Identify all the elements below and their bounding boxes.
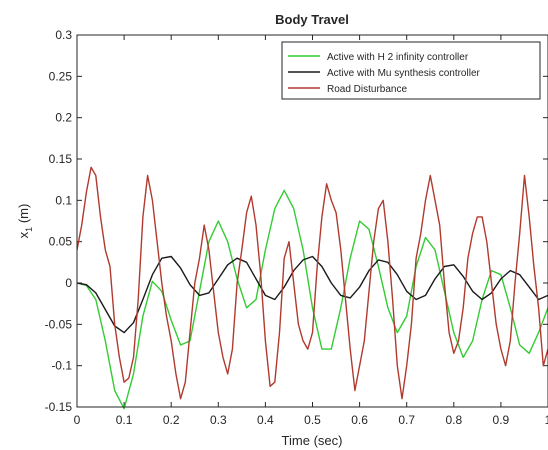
y-tick-label: -0.1 xyxy=(51,359,72,373)
x-tick-label: 0.5 xyxy=(304,413,321,427)
series-line-3 xyxy=(76,166,548,400)
x-axis-label: Time (sec) xyxy=(282,433,343,448)
plot-frame xyxy=(76,34,548,408)
x-tick-label: 0.3 xyxy=(210,413,227,427)
y-axis-label: x1 (m) xyxy=(16,204,34,239)
x-tick-label: 1 xyxy=(545,413,548,427)
x-tick-label: 0.4 xyxy=(257,413,274,427)
x-tick-label: 0 xyxy=(74,413,81,427)
legend-box xyxy=(281,41,541,100)
x-tick-label: 0.1 xyxy=(116,413,133,427)
legend: Active with H 2 infinity controller Activ… xyxy=(281,41,541,100)
series-line-2 xyxy=(76,255,548,334)
y-axis-label-subscript: 1 xyxy=(24,227,34,232)
series-lines xyxy=(76,166,548,410)
x-tick-label: 0.9 xyxy=(493,413,510,427)
x-tick-label: 0.8 xyxy=(445,413,462,427)
y-tick-label: 0.15 xyxy=(49,152,73,166)
y-axis: -0.15 -0.1 -0.05 0 0.05 0.1 0.15 0.2 0.25 0.3 xyxy=(45,28,548,414)
legend-entry: Active with H 2 infinity controller xyxy=(327,52,469,63)
x-tick-label: 0.6 xyxy=(351,413,368,427)
y-axis-label-symbol: x xyxy=(16,231,31,238)
legend-entry: Road Disturbance xyxy=(327,84,407,95)
y-tick-label: 0.2 xyxy=(55,111,72,125)
y-tick-label: 0.25 xyxy=(49,69,73,83)
y-tick-label: 0 xyxy=(65,276,72,290)
y-tick-label: 0.05 xyxy=(49,235,73,249)
x-axis: 0 0.1 0.2 0.3 0.4 0.5 0.6 0.7 0.8 0.9 1 xyxy=(74,35,548,427)
y-tick-label: -0.05 xyxy=(45,317,73,331)
y-tick-label: 0.1 xyxy=(55,193,72,207)
y-tick-label: 0.3 xyxy=(55,28,72,42)
series-line-1 xyxy=(76,189,548,410)
x-tick-label: 0.7 xyxy=(398,413,415,427)
y-tick-label: -0.15 xyxy=(45,400,73,414)
y-axis-label-unit: (m) xyxy=(16,204,31,227)
x-tick-label: 0.2 xyxy=(163,413,180,427)
legend-entry: Active with Mu synthesis controller xyxy=(327,68,481,79)
chart-title: Body Travel xyxy=(275,12,349,27)
